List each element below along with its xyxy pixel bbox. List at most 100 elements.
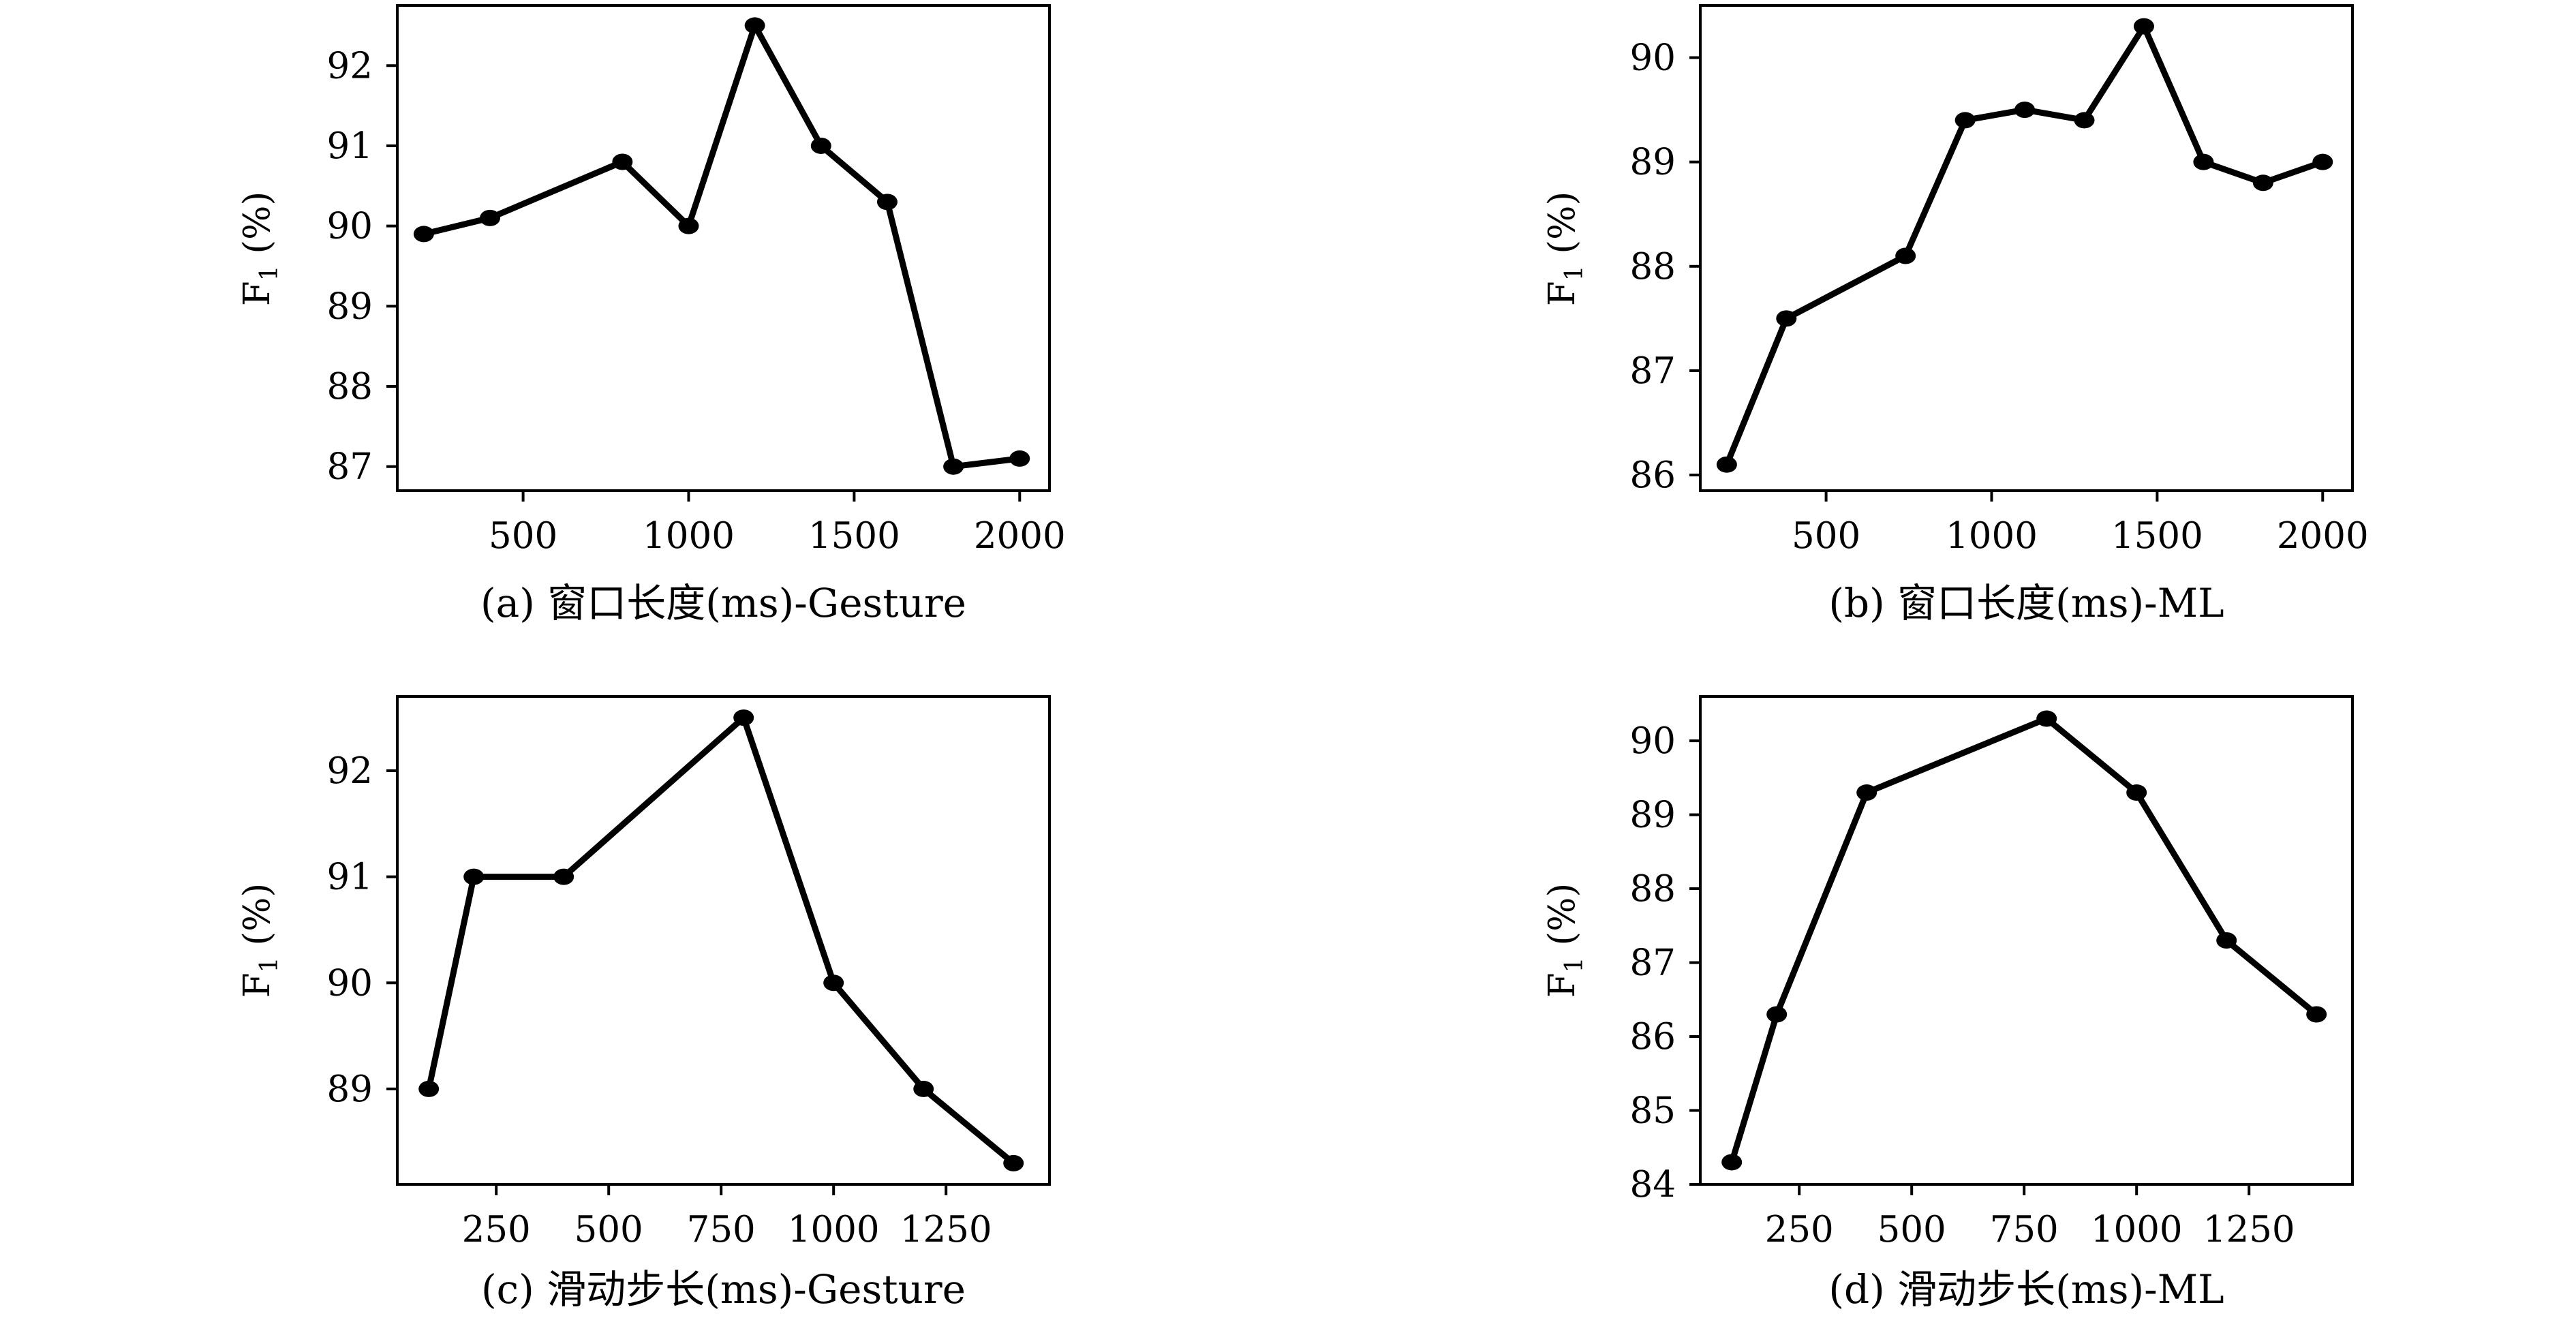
chart-c-y-tick-label: 91 [327, 857, 373, 898]
chart-a-data-point [612, 153, 633, 170]
chart-d-caption: (d) 滑动步长(ms)-ML [1828, 1266, 2224, 1313]
chart-b-y-tick-label: 86 [1630, 455, 1676, 496]
chart-c-data-point [913, 1080, 934, 1097]
chart-a-x-tick-label: 2000 [974, 515, 1066, 557]
chart-c-data-point [823, 974, 844, 992]
chart-d-y-tick-label: 90 [1630, 720, 1676, 762]
chart-d-x-tick-label: 1000 [2091, 1209, 2183, 1250]
chart-a-y-tick-label: 92 [327, 45, 373, 87]
chart-d-x-tick-label: 750 [1990, 1209, 2059, 1250]
chart-d-y-tick-label: 84 [1630, 1164, 1676, 1206]
chart-a-y-ticks: 87 88 89 90 91 92 [327, 45, 397, 488]
chart-d-y-tick-label: 87 [1630, 942, 1676, 984]
chart-b-y-tick-label: 89 [1630, 142, 1676, 183]
chart-b-y-tick-label: 88 [1630, 246, 1676, 288]
chart-b-data-point [2193, 153, 2214, 170]
chart-d: 250 500 750 1000 1250 84 85 86 87 88 89 90 F1 (%) (d)… [1542, 695, 2354, 1313]
chart-a-x-tick-label: 500 [489, 515, 557, 557]
chart-d-y-tick-label: 88 [1630, 868, 1676, 910]
chart-a-y-axis-label-subscript: 1 [256, 265, 283, 281]
chart-b-y-ticks: 86 87 88 89 90 [1630, 37, 1700, 496]
chart-d-data-point [2126, 784, 2147, 801]
chart-a-y-tick-label: 87 [327, 446, 373, 488]
chart-b-data-point [1895, 247, 1916, 264]
chart-d-x-tick-label: 250 [1765, 1209, 1834, 1250]
chart-c-y-tick-label: 92 [327, 750, 373, 792]
chart-a-y-axis-label-unit: (%) [236, 191, 278, 266]
chart-b-caption: (b) 窗口长度(ms)-ML [1828, 580, 2224, 626]
chart-b-y-axis-label: F1 (%) [1542, 191, 1589, 306]
chart-d-y-axis-label-subscript: 1 [1561, 957, 1589, 972]
chart-d-markers [1721, 710, 2327, 1171]
chart-b-y-tick-label: 90 [1630, 37, 1676, 79]
chart-a-data-point [480, 209, 501, 226]
chart-c-x-tick-label: 750 [687, 1209, 756, 1250]
chart-c-y-axis-label-subscript: 1 [256, 957, 283, 972]
chart-b-data-point [2252, 174, 2273, 191]
chart-b-y-axis-label-unit: (%) [1542, 191, 1583, 266]
chart-b-data-point [2074, 112, 2095, 129]
chart-a-y-tick-label: 88 [327, 366, 373, 408]
chart-a-data-point [744, 17, 765, 34]
chart-d-data-point [2306, 1006, 2327, 1023]
chart-c-data-point [733, 709, 754, 726]
chart-d-data-point [1721, 1154, 1743, 1171]
chart-b-data-point [2312, 153, 2333, 170]
chart-a-x-tick-label: 1000 [643, 515, 735, 557]
chart-a-data-point [678, 217, 699, 234]
chart-a-y-tick-label: 91 [327, 125, 373, 167]
chart-d-y-axis-label-unit: (%) [1542, 883, 1583, 957]
chart-c-data-point [418, 1080, 440, 1097]
chart-c-markers [418, 709, 1024, 1171]
chart-b-data-point [1954, 112, 1976, 129]
chart-d-y-tick-label: 85 [1630, 1090, 1676, 1132]
chart-b: 500 1000 1500 2000 86 87 88 89 90 F1 (%) (b) 窗口长度(… [1542, 4, 2369, 626]
chart-c: 250 500 750 1000 1250 89 90 91 92 F1 (%) (c) 滑动步长(… [236, 695, 1051, 1313]
chart-c-x-tick-label: 500 [574, 1209, 643, 1250]
chart-d-data-point [1856, 784, 1877, 801]
chart-a-data-point [1009, 450, 1030, 467]
chart-b-y-tick-label: 87 [1630, 350, 1676, 392]
chart-d-data-point [2036, 710, 2057, 727]
chart-b-data-point [2133, 18, 2154, 35]
chart-b-markers [1716, 18, 2333, 473]
chart-c-x-ticks: 250 500 750 1000 1250 [462, 1184, 992, 1250]
chart-a-x-tick-label: 1500 [808, 515, 900, 557]
chart-d-y-ticks: 84 85 86 87 88 89 90 [1630, 720, 1700, 1206]
chart-b-data-point [2014, 102, 2036, 119]
chart-c-data-point [463, 868, 485, 885]
chart-b-data-point [1716, 456, 1737, 473]
chart-a-data-point [876, 194, 898, 211]
chart-a-series-line [420, 22, 1023, 470]
chart-b-data-point [1776, 310, 1797, 327]
chart-c-y-tick-label: 90 [327, 962, 373, 1004]
chart-b-x-tick-label: 1000 [1946, 515, 2038, 557]
chart-d-data-point [1766, 1006, 1788, 1023]
chart-c-x-tick-label: 1250 [900, 1209, 992, 1250]
chart-a-y-tick-label: 89 [327, 286, 373, 327]
chart-c-y-tick-label: 89 [327, 1069, 373, 1110]
chart-c-y-axis-label-unit: (%) [236, 883, 278, 957]
chart-c-x-tick-label: 250 [462, 1209, 531, 1250]
chart-d-x-ticks: 250 500 750 1000 1250 [1765, 1184, 2295, 1250]
chart-c-data-point [553, 868, 574, 885]
chart-d-y-tick-label: 86 [1630, 1016, 1676, 1058]
chart-c-y-axis-label-main: F [236, 972, 278, 998]
chart-a: 500 1000 1500 2000 87 88 89 90 91 92 F1 (%) (a) 窗口长… [236, 4, 1066, 626]
chart-a-plot-frame [396, 4, 1051, 492]
chart-c-y-ticks: 89 90 91 92 [327, 750, 397, 1110]
chart-b-x-tick-label: 1500 [2111, 515, 2203, 557]
chart-a-data-point [943, 458, 964, 475]
chart-b-y-axis-label-subscript: 1 [1561, 265, 1589, 281]
chart-c-plot-frame [396, 695, 1051, 1186]
chart-a-caption: (a) 窗口长度(ms)-Gesture [480, 580, 966, 626]
chart-d-x-tick-label: 1250 [2203, 1209, 2295, 1250]
chart-b-x-tick-label: 2000 [2277, 515, 2369, 557]
chart-b-x-tick-label: 500 [1792, 515, 1860, 557]
chart-a-y-tick-label: 90 [327, 206, 373, 247]
chart-b-y-axis-label-main: F [1542, 281, 1583, 306]
chart-b-x-ticks: 500 1000 1500 2000 [1792, 491, 2369, 557]
chart-c-data-point [1003, 1154, 1024, 1171]
chart-a-x-ticks: 500 1000 1500 2000 [489, 491, 1066, 557]
